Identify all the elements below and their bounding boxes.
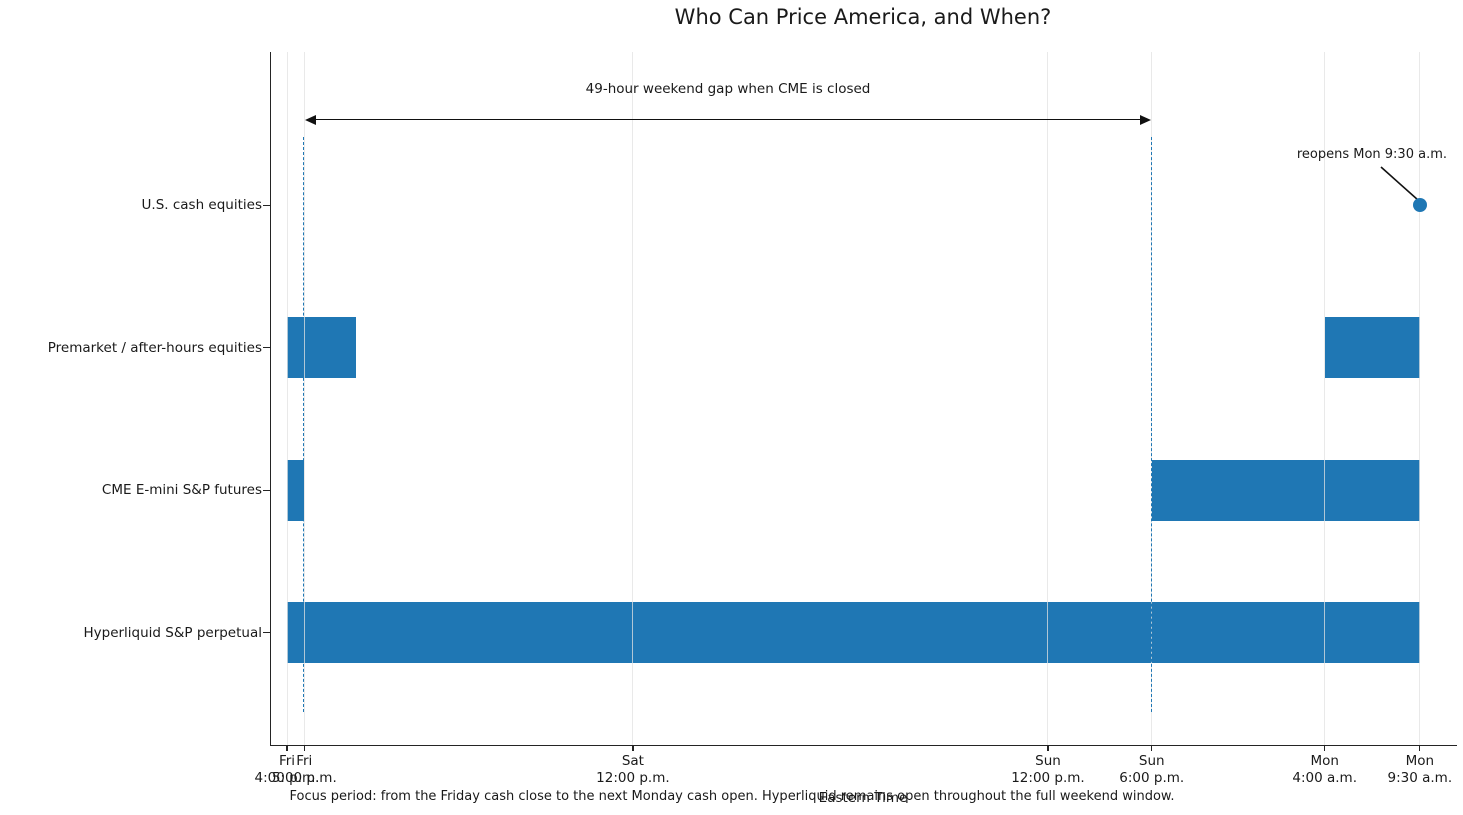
y-category-label: U.S. cash equities bbox=[141, 197, 262, 213]
x-tick-label: Mon 9:30 a.m. bbox=[1387, 753, 1453, 786]
gridline bbox=[1151, 52, 1153, 745]
gap-arrow-line bbox=[314, 119, 1142, 120]
y-category-label: Premarket / after-hours equities bbox=[47, 339, 262, 356]
gridline bbox=[1047, 52, 1049, 745]
y-tick-mark bbox=[263, 489, 270, 491]
gap-arrowhead-left bbox=[305, 115, 317, 125]
bar-interval bbox=[1324, 317, 1420, 378]
gridline bbox=[1324, 52, 1326, 745]
x-tick-mark bbox=[1419, 745, 1421, 751]
x-tick-mark bbox=[1151, 745, 1153, 751]
y-tick-mark bbox=[263, 204, 270, 206]
x-tick-label: Sun 12:00 p.m. bbox=[1011, 753, 1085, 786]
dashed-event-vline bbox=[1150, 137, 1152, 712]
gap-arrowhead-right bbox=[1139, 115, 1151, 125]
gridline bbox=[1419, 52, 1421, 745]
y-category-label: CME E-mini S&P futures bbox=[101, 482, 262, 498]
reopen-marker-dot bbox=[1412, 198, 1427, 212]
x-tick-mark bbox=[632, 745, 634, 751]
gridline bbox=[286, 52, 288, 745]
y-tick-mark bbox=[263, 347, 270, 349]
bar-interval bbox=[287, 317, 357, 378]
figure-caption: Focus period: from the Friday cash close… bbox=[289, 789, 1175, 804]
x-tick-mark bbox=[1047, 745, 1049, 751]
x-tick-label: Fri 4:00 p.m. bbox=[254, 753, 320, 786]
chart-title: Who Can Price America, and When? bbox=[674, 5, 1052, 29]
reopen-annotation-arrow bbox=[1380, 166, 1419, 201]
y-category-label: Hyperliquid S&P perpetual bbox=[83, 624, 262, 641]
x-tick-label: Sun 6:00 p.m. bbox=[1119, 753, 1185, 786]
x-axis-label: Eastern Time bbox=[818, 790, 908, 806]
x-tick-label: Sat 12:00 p.m. bbox=[596, 753, 670, 786]
x-tick-label: Mon 4:00 a.m. bbox=[1292, 753, 1357, 786]
gridline bbox=[303, 52, 305, 745]
y-tick-mark bbox=[263, 632, 270, 634]
reopen-annotation-label: reopens Mon 9:30 a.m. bbox=[1296, 147, 1447, 162]
x-tick-label: Fri 5:00 p.m. bbox=[271, 753, 337, 786]
bar-interval bbox=[287, 602, 1420, 663]
dashed-event-vline bbox=[303, 137, 305, 712]
plot-area bbox=[270, 52, 1457, 746]
gridline bbox=[632, 52, 634, 745]
bar-interval bbox=[1151, 459, 1420, 521]
gap-annotation-label: 49-hour weekend gap when CME is closed bbox=[585, 81, 871, 97]
x-tick-mark bbox=[303, 745, 305, 751]
x-tick-mark bbox=[286, 745, 288, 751]
x-tick-mark bbox=[1324, 745, 1326, 751]
bar-interval bbox=[287, 459, 305, 521]
